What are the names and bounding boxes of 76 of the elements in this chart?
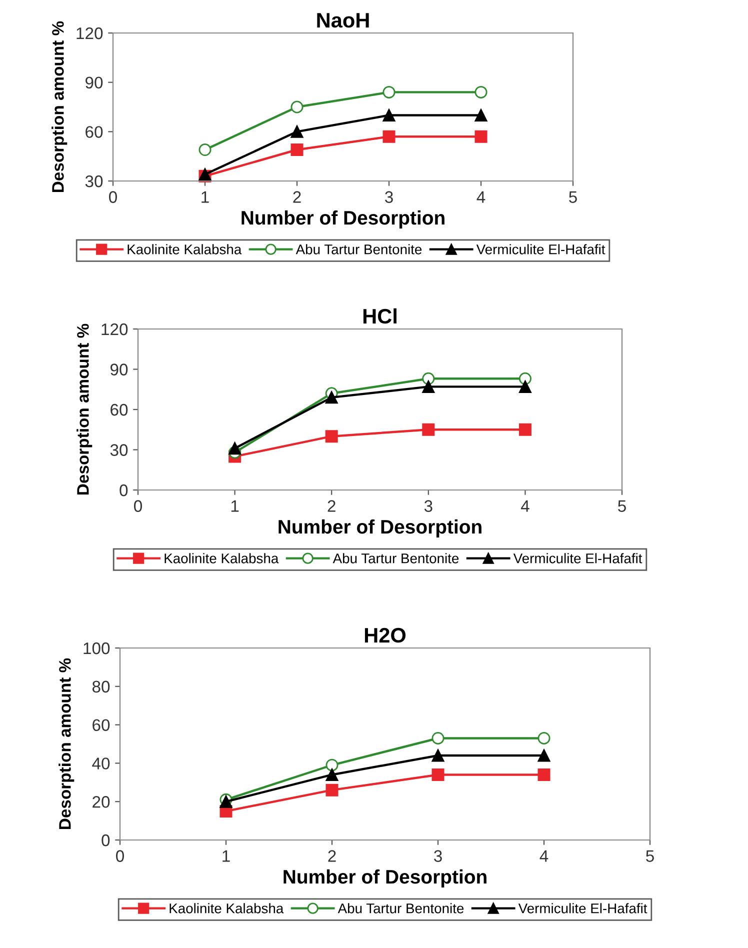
point bbox=[290, 100, 304, 114]
x-tick-label: 4 bbox=[476, 191, 486, 203]
y-tick-label: 0 bbox=[120, 484, 128, 496]
y-axis-title: Desorption amount % bbox=[58, 658, 74, 829]
legend-label: Abu Tartur Bentonite bbox=[296, 244, 422, 254]
x-tick-label: 4 bbox=[540, 850, 548, 862]
point bbox=[474, 130, 488, 143]
y-tick-label: 30 bbox=[110, 444, 128, 456]
point bbox=[382, 130, 396, 143]
y-tick-label: 90 bbox=[86, 76, 103, 89]
x-tick-label: 5 bbox=[618, 500, 626, 512]
y-tick-label: 60 bbox=[110, 404, 128, 416]
point bbox=[422, 423, 435, 436]
point bbox=[422, 380, 435, 393]
point bbox=[198, 144, 212, 156]
point bbox=[518, 380, 532, 393]
x-tick-label: 1 bbox=[202, 191, 209, 203]
legend-label: Kaolinite Kalabsha bbox=[128, 244, 242, 254]
y-tick-label: 40 bbox=[92, 758, 110, 770]
y-axis-title: Desorption amount % bbox=[76, 324, 92, 494]
legend-label: Vermiculite El-Hafafit bbox=[513, 553, 642, 564]
legend-label: Abu Tartur Bentonite bbox=[332, 553, 459, 564]
y-axis-title: Desorption amount % bbox=[52, 21, 68, 192]
point bbox=[538, 768, 550, 781]
point bbox=[538, 732, 550, 744]
x-tick-label: 1 bbox=[222, 850, 230, 862]
x-tick-label: 3 bbox=[424, 500, 432, 512]
point bbox=[326, 768, 338, 781]
chart-title: H2O bbox=[364, 628, 406, 643]
point bbox=[382, 108, 396, 122]
chart-title: HCl bbox=[363, 308, 396, 324]
point bbox=[518, 423, 532, 436]
x-tick-label: 4 bbox=[520, 500, 530, 512]
point bbox=[325, 391, 338, 404]
point bbox=[326, 758, 338, 772]
point bbox=[290, 125, 304, 138]
y-tick-label: 60 bbox=[92, 719, 110, 732]
point bbox=[432, 749, 444, 762]
x-tick-label: 0 bbox=[134, 500, 142, 512]
y-tick-label: 120 bbox=[76, 27, 103, 40]
point bbox=[538, 749, 550, 762]
x-tick-label: 2 bbox=[293, 191, 301, 203]
x-tick-label: 3 bbox=[434, 850, 442, 862]
x-tick-label: 5 bbox=[569, 191, 577, 203]
x-tick-label: 5 bbox=[646, 850, 654, 862]
x-tick-label: 2 bbox=[328, 500, 336, 512]
point bbox=[422, 372, 435, 385]
point bbox=[474, 108, 488, 122]
x-tick-label: 1 bbox=[231, 500, 239, 512]
legend-label: Vermiculite El-Hafafit bbox=[518, 903, 648, 914]
y-tick-label: 100 bbox=[84, 642, 110, 654]
point bbox=[290, 144, 304, 156]
point bbox=[432, 732, 444, 744]
x-axis-title: Number of Desorption bbox=[284, 869, 486, 888]
legend-label: Vermiculite El-Hafafit bbox=[476, 244, 606, 254]
point bbox=[432, 768, 444, 781]
legend-label: Abu Tartur Bentonite bbox=[338, 903, 464, 914]
point bbox=[325, 430, 338, 443]
x-axis-title: Number of Desorption bbox=[242, 210, 444, 229]
y-tick-label: 0 bbox=[102, 834, 110, 846]
point bbox=[382, 86, 396, 98]
point bbox=[326, 784, 338, 796]
y-tick-label: 20 bbox=[92, 796, 110, 808]
y-tick-label: 80 bbox=[92, 680, 110, 693]
y-tick-label: 90 bbox=[110, 364, 128, 376]
y-tick-label: 60 bbox=[86, 126, 103, 138]
y-tick-label: 120 bbox=[102, 323, 128, 336]
x-tick-label: 3 bbox=[385, 191, 393, 203]
point bbox=[228, 442, 242, 455]
y-tick-label: 30 bbox=[85, 175, 103, 188]
legend-label: Kaolinite Kalabsha bbox=[164, 553, 279, 564]
point bbox=[474, 86, 488, 98]
x-axis-title: Number of Desorption bbox=[278, 519, 482, 538]
x-tick-label: 2 bbox=[328, 850, 336, 862]
chart-title: NaoH bbox=[317, 13, 369, 28]
legend-label: Kaolinite Kalabsha bbox=[170, 903, 284, 914]
